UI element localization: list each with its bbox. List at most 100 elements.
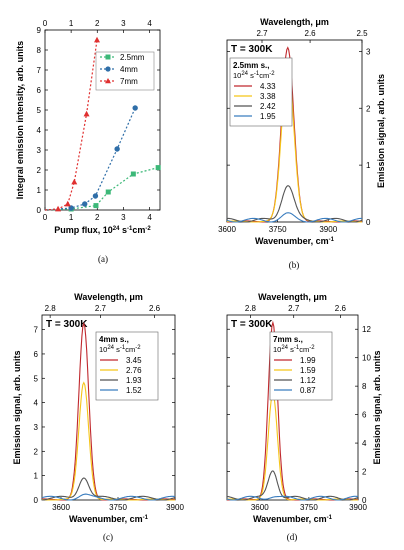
x-axis-label-a: Pump flux, 1024 s-1cm-2 (54, 225, 151, 235)
legend-label-d: 1.59 (300, 366, 316, 375)
legend-box-b (229, 57, 293, 127)
data-point-4mm (114, 146, 120, 152)
y-tick-label-a: 1 (37, 186, 42, 195)
legend-label-4mm: 4mm (120, 65, 138, 74)
caption-a: (a) (98, 254, 108, 264)
legend-label-d: 1.99 (300, 356, 316, 365)
y-tick-label-a: 3 (37, 146, 42, 155)
x-tick-label-a: 1 (69, 213, 74, 222)
y-tick-label-a: 7 (37, 66, 42, 75)
y-tick-label-d: 4 (362, 439, 367, 448)
top-tick-label-c: 2.8 (45, 304, 57, 313)
legend-label-b: 1.95 (260, 112, 276, 121)
data-point-4mm (68, 205, 74, 211)
x-axis-label-b: Wavenumber, cm-1 (255, 236, 335, 246)
temperature-label-b: T = 300K (231, 44, 273, 55)
x-tick-label-d: 3900 (349, 503, 367, 512)
x-top-tick-label-a: 2 (95, 19, 100, 28)
legend-marker-4mm (105, 66, 111, 72)
x-tick-label-d: 3750 (300, 503, 318, 512)
spectrum-line-2.42 (227, 185, 363, 223)
series-line-2.5mm (44, 167, 159, 211)
y-tick-label-b: 2 (366, 104, 371, 113)
legend-label-c: 1.52 (126, 386, 142, 395)
legend-label-b: 3.38 (260, 92, 276, 101)
x-top-tick-label-a: 0 (43, 19, 48, 28)
x-tick-label-c: 3900 (166, 503, 184, 512)
y-tick-label-c: 0 (34, 496, 39, 505)
y-tick-label-d: 10 (362, 354, 371, 363)
y-tick-label-d: 2 (362, 468, 367, 477)
y-tick-label-a: 5 (37, 106, 42, 115)
temperature-label-c: T = 300K (46, 319, 88, 330)
data-point-2.5mm (93, 203, 99, 209)
y-tick-label-c: 4 (34, 399, 39, 408)
y-tick-label-c: 7 (34, 326, 39, 335)
top-tick-label-d: 2.7 (288, 304, 300, 313)
spectrum-line-1.12 (226, 470, 359, 501)
data-point-7mm (83, 110, 90, 117)
legend-title-b: 2.5mm s., (233, 61, 269, 70)
legend-title-c: 4mm s., (99, 335, 129, 344)
x-axis-label-d: Wavenumber, cm-1 (253, 514, 333, 524)
legend-label-d: 0.87 (300, 386, 316, 395)
plot-frame-a (44, 29, 161, 211)
data-point-4mm (82, 201, 88, 207)
top-tick-label-b: 2.7 (256, 29, 268, 38)
legend-units-c: 1024 s-1cm-2 (99, 345, 141, 354)
data-point-2.5mm (155, 165, 161, 171)
caption-d: (d) (287, 532, 298, 542)
y-tick-label-a: 4 (37, 126, 42, 135)
y-tick-label-b: 0 (366, 218, 371, 227)
y-tick-label-c: 1 (34, 472, 39, 481)
caption-c: (c) (103, 532, 113, 542)
top-axis-label-c: Wavelength, μm (74, 292, 143, 302)
legend-units-d: 1024 s-1cm-2 (273, 345, 315, 354)
x-tick-label-b: 3750 (269, 225, 287, 234)
plot-frame-b (226, 39, 363, 223)
x-tick-label-b: 3900 (319, 225, 337, 234)
y-axis-label-d: Emission signal, arb. units (372, 350, 382, 464)
x-top-tick-label-a: 3 (121, 19, 126, 28)
x-tick-label-d: 3600 (251, 503, 269, 512)
data-point-2.5mm (130, 171, 136, 177)
y-tick-label-d: 6 (362, 411, 367, 420)
y-tick-label-a: 2 (37, 166, 42, 175)
x-tick-label-a: 0 (43, 213, 48, 222)
y-tick-label-c: 6 (34, 350, 39, 359)
x-tick-label-b: 3600 (218, 225, 236, 234)
caption-b: (b) (289, 260, 300, 270)
y-tick-label-b: 3 (366, 47, 371, 56)
y-tick-label-d: 8 (362, 382, 367, 391)
legend-units-b: 1024 s-1cm-2 (233, 71, 275, 80)
y-axis-label-b: Emission signal, arb. units (376, 74, 386, 188)
series-line-7mm (44, 39, 98, 211)
top-axis-label-b: Wavelength, μm (260, 17, 329, 27)
y-tick-label-d: 0 (362, 496, 367, 505)
data-point-7mm (64, 200, 71, 207)
legend-box-c (95, 331, 159, 401)
x-tick-label-a: 3 (121, 213, 126, 222)
legend-label-b: 4.33 (260, 82, 276, 91)
spectrum-line-1.93 (41, 477, 176, 501)
panel-c: 3600 3750 3900 2.8 2.7 2.6 0 1 2 3 4 5 6 7 Wavenumber,… (12, 292, 184, 542)
data-point-7mm (71, 178, 78, 185)
x-tick-label-a: 4 (147, 213, 152, 222)
y-axis-label-c: Emission signal, arb. units (12, 350, 22, 464)
legend-box-d (269, 331, 333, 401)
y-tick-label-a: 0 (37, 206, 42, 215)
x-top-tick-label-a: 4 (147, 19, 152, 28)
y-tick-label-a: 6 (37, 86, 42, 95)
x-tick-label-c: 3600 (52, 503, 70, 512)
data-point-7mm (94, 36, 101, 43)
data-point-4mm (132, 105, 138, 111)
y-tick-label-a: 9 (37, 26, 42, 35)
y-tick-label-c: 5 (34, 374, 39, 383)
top-tick-label-b: 2.5 (356, 29, 368, 38)
x-tick-label-c: 3750 (109, 503, 127, 512)
spectrum-line-1.52 (41, 493, 176, 501)
data-point-7mm (55, 205, 62, 212)
legend-label-7mm: 7mm (120, 77, 138, 86)
spectrum-line-1.95 (226, 212, 362, 223)
